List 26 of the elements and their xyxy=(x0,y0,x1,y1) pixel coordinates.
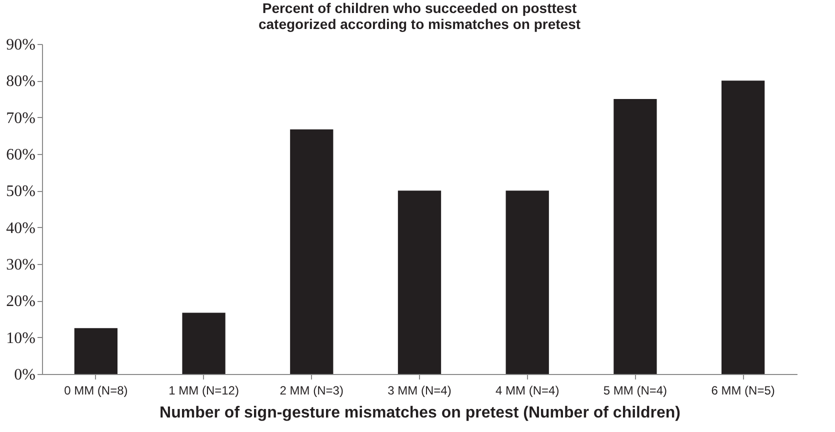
x-tick-label: 1 MM (N=12) xyxy=(168,384,239,398)
bar xyxy=(290,129,334,374)
y-tick-label: 70% xyxy=(6,110,36,127)
x-tick-label: 0 MM (N=8) xyxy=(64,384,128,398)
y-tick-label: 10% xyxy=(6,330,36,347)
y-tick-label: 90% xyxy=(6,36,36,54)
y-tick-label: 20% xyxy=(6,293,36,310)
y-tick-label: 50% xyxy=(6,183,36,200)
bar xyxy=(506,190,549,374)
y-tick-label: 80% xyxy=(6,73,36,90)
bar xyxy=(614,99,657,374)
x-axis-title: Number of sign-gesture mismatches on pretest (Number of children) xyxy=(160,404,680,422)
chart-title: Percent of children who succeeded on posttest categorized according to mismatches on pretest xyxy=(258,0,581,32)
bar xyxy=(74,328,118,374)
x-tick-label: 3 MM (N=4) xyxy=(388,384,452,398)
bar xyxy=(722,80,765,374)
x-tick-label: 4 MM (N=4) xyxy=(496,384,560,398)
bar xyxy=(182,312,226,374)
x-tick-label: 2 MM (N=3) xyxy=(280,384,344,398)
y-tick-label: 60% xyxy=(6,146,36,164)
x-tick-label: 5 MM (N=4) xyxy=(603,384,668,398)
bar xyxy=(398,190,442,374)
y-tick-label: 0% xyxy=(14,366,36,384)
y-tick-label: 30% xyxy=(6,256,36,274)
x-tick-label: 6 MM (N=5) xyxy=(711,384,775,398)
y-tick-label: 40% xyxy=(6,220,36,237)
